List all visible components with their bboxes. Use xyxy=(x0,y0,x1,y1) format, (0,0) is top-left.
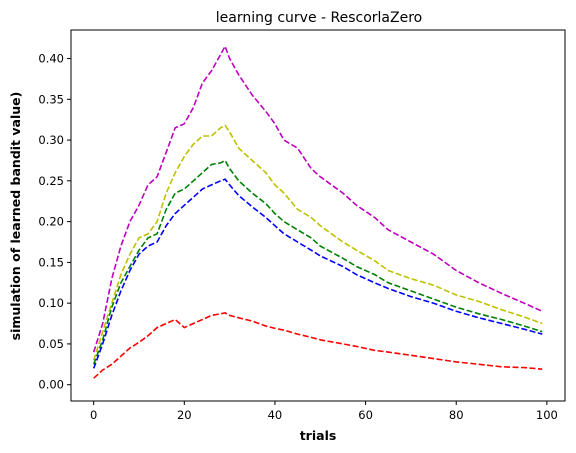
y-tick-label-1: 0.05 xyxy=(38,337,64,351)
series-line-1 xyxy=(92,124,543,361)
y-tick-label-4: 0.20 xyxy=(38,215,64,229)
x-tick-label-3: 60 xyxy=(358,408,373,422)
x-tick-label-4: 80 xyxy=(449,408,464,422)
x-tick-label-5: 100 xyxy=(536,408,558,422)
plot-area xyxy=(92,44,543,379)
y-ticks: 0.00 0.05 0.10 0.15 0.20 0.25 0.30 0.35 0.40 xyxy=(38,52,71,392)
series-line-4 xyxy=(93,312,543,379)
plot-frame xyxy=(70,29,566,402)
y-tick-label-6: 0.30 xyxy=(38,133,64,147)
chart-title: learning curve - RescorlaZero xyxy=(216,10,422,26)
x-tick-label-1: 20 xyxy=(177,408,192,422)
y-tick-label-5: 0.25 xyxy=(38,174,64,188)
series-line-2 xyxy=(92,159,543,365)
y-axis-label: simulation of learned bandit value) xyxy=(8,92,23,341)
y-tick-label-2: 0.10 xyxy=(38,296,64,310)
y-tick-label-0: 0.00 xyxy=(38,378,64,392)
x-tick-label-0: 0 xyxy=(90,408,97,422)
y-tick-label-7: 0.35 xyxy=(38,92,64,106)
x-ticks: 0 20 40 60 80 100 xyxy=(90,401,558,422)
y-tick-label-8: 0.40 xyxy=(38,52,64,66)
x-axis-label: trials xyxy=(300,428,337,443)
series-line-3 xyxy=(92,178,543,369)
x-tick-label-2: 40 xyxy=(268,408,283,422)
series-line-0 xyxy=(92,44,543,353)
y-tick-label-3: 0.15 xyxy=(38,255,64,269)
